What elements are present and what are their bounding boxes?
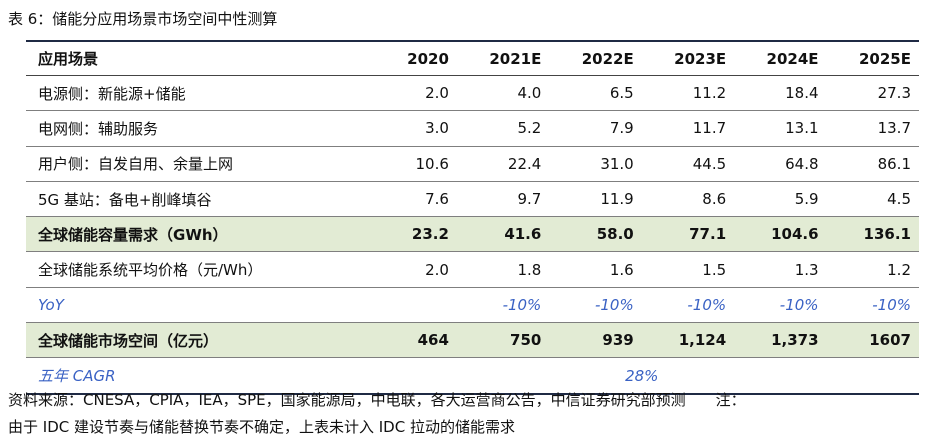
row-label: 用户侧：自发自用、余量上网 (26, 146, 365, 182)
cell-value: 10.6 (364, 146, 457, 182)
cell-value: 44.5 (641, 146, 735, 182)
header-year: 2023E (641, 40, 735, 76)
header-year: 2025E (826, 40, 919, 76)
row-label: 电网侧：辅助服务 (26, 110, 365, 147)
header-year: 2021E (456, 40, 550, 76)
cell-value: 1,373 (734, 322, 827, 359)
cell-value: 750 (456, 322, 550, 359)
cell-value: 11.9 (549, 181, 642, 218)
cell-value: 1.8 (456, 251, 550, 288)
cell-value: -10% (734, 287, 827, 324)
cell-value: 31.0 (549, 146, 642, 182)
table-row-highlight: 全球储能市场空间（亿元） 464 750 939 1,124 1,373 160… (26, 322, 919, 359)
cell-value: 3.0 (364, 110, 457, 147)
table-header-row: 应用场景 2020 2021E 2022E 2023E 2024E 2025E (26, 40, 919, 76)
table-row: 5G 基站：备电+削峰填谷 7.6 9.7 11.9 8.6 5.9 4.5 (26, 181, 919, 218)
table-row: 用户侧：自发自用、余量上网 10.6 22.4 31.0 44.5 64.8 8… (26, 146, 919, 182)
table-row: 全球储能系统平均价格（元/Wh） 2.0 1.8 1.6 1.5 1.3 1.2 (26, 251, 919, 288)
cell-value: 2.0 (364, 75, 457, 112)
cell-value: 9.7 (456, 181, 550, 218)
cell-value: 13.7 (826, 110, 919, 147)
cell-value: 58.0 (549, 216, 642, 253)
cell-value: 464 (364, 322, 457, 359)
header-year: 2020 (364, 40, 457, 76)
cell-value: 64.8 (734, 146, 827, 182)
cell-value: 4.5 (826, 181, 919, 218)
cell-value: 6.5 (549, 75, 642, 112)
table-row: 电源侧：新能源+储能 2.0 4.0 6.5 11.2 18.4 27.3 (26, 75, 919, 112)
cell-value: 27.3 (826, 75, 919, 112)
cell-value: 7.9 (549, 110, 642, 147)
cell-value: 23.2 (364, 216, 457, 253)
cell-value: 11.7 (641, 110, 735, 147)
table-row-cagr: 五年 CAGR 28% (26, 357, 919, 395)
row-label: 全球储能市场空间（亿元） (26, 322, 365, 359)
cell-value: -10% (826, 287, 919, 324)
footnote: 由于 IDC 建设节奏与储能替换节奏不确定，上表未计入 IDC 拉动的储能需求 (8, 418, 515, 436)
header-year: 2024E (734, 40, 827, 76)
header-year: 2022E (549, 40, 642, 76)
cell-value: -10% (641, 287, 735, 324)
cell-value: 939 (549, 322, 642, 359)
cell-value: 7.6 (364, 181, 457, 218)
table-caption: 表 6：储能分应用场景市场空间中性测算 (8, 10, 278, 28)
cell-value: 1.2 (826, 251, 919, 288)
cell-value: 1.5 (641, 251, 735, 288)
row-label: 全球储能系统平均价格（元/Wh） (26, 251, 365, 288)
table-row: 电网侧：辅助服务 3.0 5.2 7.9 11.7 13.1 13.7 (26, 110, 919, 147)
cell-value: 8.6 (641, 181, 735, 218)
cell-value: 86.1 (826, 146, 919, 182)
header-label: 应用场景 (26, 40, 365, 76)
cell-value: 18.4 (734, 75, 827, 112)
cell-value: -10% (456, 287, 550, 324)
cell-value: 5.9 (734, 181, 827, 218)
cell-value: 136.1 (826, 216, 919, 253)
cell-value: 104.6 (734, 216, 827, 253)
cell-value: -10% (549, 287, 642, 324)
storage-market-table: 应用场景 2020 2021E 2022E 2023E 2024E 2025E … (26, 40, 919, 395)
row-label: YoY (26, 287, 365, 324)
row-label: 电源侧：新能源+储能 (26, 75, 365, 112)
row-label: 5G 基站：备电+削峰填谷 (26, 181, 365, 218)
cell-value: 22.4 (456, 146, 550, 182)
cell-value: 1.3 (734, 251, 827, 288)
cell-value: 5.2 (456, 110, 550, 147)
cell-value: 4.0 (456, 75, 550, 112)
cell-value: 77.1 (641, 216, 735, 253)
cagr-label: 五年 CAGR (26, 357, 365, 395)
cell-value: 1.6 (549, 251, 642, 288)
cell-value: 41.6 (456, 216, 550, 253)
cagr-value: 28% (364, 357, 919, 395)
table-row-yoy: YoY -10% -10% -10% -10% -10% (26, 287, 919, 324)
row-label: 全球储能容量需求（GWh） (26, 216, 365, 253)
source-note: 资料来源：CNESA，CPIA，IEA，SPE，国家能源局，中电联，各大运营商公… (8, 391, 746, 409)
cell-value (364, 287, 457, 324)
table-row-highlight: 全球储能容量需求（GWh） 23.2 41.6 58.0 77.1 104.6 … (26, 216, 919, 253)
cell-value: 2.0 (364, 251, 457, 288)
cell-value: 13.1 (734, 110, 827, 147)
cell-value: 1607 (826, 322, 919, 359)
cell-value: 11.2 (641, 75, 735, 112)
cell-value: 1,124 (641, 322, 735, 359)
